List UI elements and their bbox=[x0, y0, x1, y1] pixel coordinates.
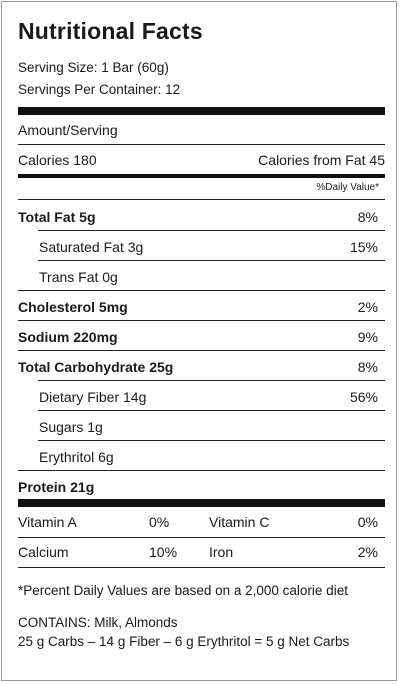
nutrient-name: Trans Fat 0g bbox=[39, 269, 118, 285]
calories: Calories 180 bbox=[18, 152, 97, 168]
mineral-value: 2% bbox=[357, 544, 378, 560]
divider bbox=[18, 290, 385, 291]
thick-divider bbox=[18, 107, 385, 115]
divider bbox=[18, 144, 385, 145]
vitamin-name: Vitamin C bbox=[209, 514, 270, 530]
nutrient-daily-value: 15% bbox=[349, 239, 378, 255]
nutrient-name: Erythritol 6g bbox=[39, 449, 114, 465]
divider bbox=[18, 470, 385, 471]
nutrient-name: Dietary Fiber 14g bbox=[39, 389, 147, 405]
nutrient-name: Protein 21g bbox=[18, 479, 95, 495]
divider bbox=[18, 320, 385, 321]
divider bbox=[18, 350, 385, 351]
daily-value-footnote: *Percent Daily Values are based on a 2,0… bbox=[18, 583, 348, 598]
vitamin-value: 0% bbox=[149, 514, 170, 530]
net-carbs-statement: 25 g Carbs – 14 g Fiber – 6 g Erythritol… bbox=[18, 634, 350, 649]
nutrient-daily-value: 8% bbox=[357, 209, 378, 225]
vitamin-name: Vitamin A bbox=[18, 514, 77, 530]
nutrient-name: Sugars 1g bbox=[39, 419, 103, 435]
divider bbox=[18, 567, 385, 568]
nutrient-name: Sodium 220mg bbox=[18, 329, 118, 345]
mineral-name: Iron bbox=[209, 544, 234, 560]
nutrient-daily-value: 9% bbox=[357, 329, 378, 345]
divider bbox=[38, 260, 385, 261]
nutrient-name: Total Carbohydrate 25g bbox=[18, 359, 174, 375]
divider bbox=[38, 440, 385, 441]
divider bbox=[18, 199, 385, 200]
daily-value-header: %Daily Value* bbox=[316, 182, 379, 193]
mineral-value: 10% bbox=[149, 544, 178, 560]
divider bbox=[38, 380, 385, 381]
calories-from-fat: Calories from Fat 45 bbox=[258, 152, 385, 168]
serving-size: Serving Size: 1 Bar (60g) bbox=[18, 60, 169, 75]
divider bbox=[38, 230, 385, 231]
nutrient-name: Saturated Fat 3g bbox=[39, 239, 144, 255]
servings-per-container: Servings Per Container: 12 bbox=[18, 82, 181, 97]
amount-per-serving: Amount/Serving bbox=[18, 122, 118, 138]
label-title: Nutritional Facts bbox=[18, 18, 203, 44]
nutrient-name: Total Fat 5g bbox=[18, 209, 96, 225]
divider bbox=[18, 537, 385, 538]
nutrient-daily-value: 2% bbox=[357, 299, 378, 315]
mineral-name: Calcium bbox=[18, 544, 69, 560]
divider bbox=[38, 410, 385, 411]
vitamin-value: 0% bbox=[357, 514, 378, 530]
medium-divider bbox=[18, 174, 385, 178]
nutrient-name: Cholesterol 5mg bbox=[18, 299, 128, 315]
nutrient-daily-value: 8% bbox=[357, 359, 378, 375]
allergen-statement: CONTAINS: Milk, Almonds bbox=[18, 615, 178, 630]
nutrient-daily-value: 56% bbox=[349, 389, 378, 405]
thick-divider bbox=[18, 499, 385, 507]
